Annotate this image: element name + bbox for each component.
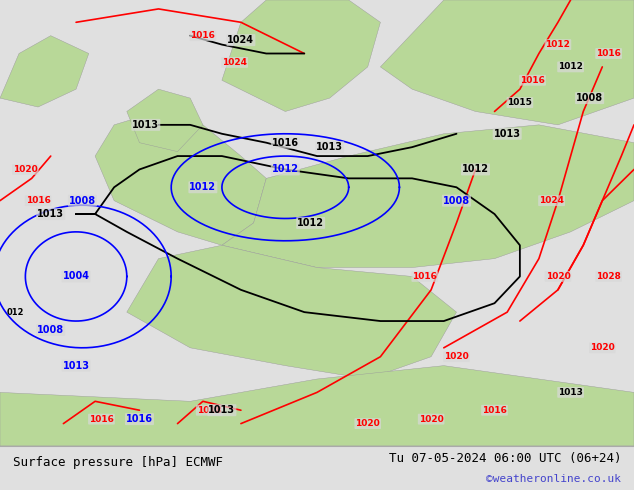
Polygon shape xyxy=(127,89,203,151)
Text: 1016: 1016 xyxy=(412,272,437,281)
Text: 1020: 1020 xyxy=(355,419,380,428)
Text: 1013: 1013 xyxy=(37,209,64,219)
Text: 1012: 1012 xyxy=(272,165,299,174)
Text: 1008: 1008 xyxy=(576,93,603,103)
Text: 1016: 1016 xyxy=(25,196,51,205)
Text: 1013: 1013 xyxy=(316,142,343,152)
Text: ©weatheronline.co.uk: ©weatheronline.co.uk xyxy=(486,474,621,484)
Text: 1013: 1013 xyxy=(209,405,235,415)
Text: Tu 07-05-2024 06:00 UTC (06+24): Tu 07-05-2024 06:00 UTC (06+24) xyxy=(389,452,621,465)
Text: 1024: 1024 xyxy=(222,58,247,67)
Text: 1016: 1016 xyxy=(89,415,114,424)
Text: 1013: 1013 xyxy=(558,388,583,397)
Text: 1024: 1024 xyxy=(539,196,564,205)
Text: 1028: 1028 xyxy=(596,272,621,281)
Text: 1015: 1015 xyxy=(507,98,533,107)
Polygon shape xyxy=(222,125,634,268)
Text: 1024: 1024 xyxy=(228,35,254,45)
Text: 1012: 1012 xyxy=(462,165,489,174)
Text: 1008: 1008 xyxy=(37,325,64,335)
Polygon shape xyxy=(380,0,634,125)
Text: 1016: 1016 xyxy=(596,49,621,58)
Text: 1016: 1016 xyxy=(482,406,507,415)
Text: 1020: 1020 xyxy=(418,415,444,424)
Polygon shape xyxy=(0,36,89,107)
Text: 1020: 1020 xyxy=(545,272,571,281)
Text: 1012: 1012 xyxy=(190,182,216,192)
Text: 1012: 1012 xyxy=(558,62,583,72)
Text: 012: 012 xyxy=(6,308,24,317)
Polygon shape xyxy=(127,245,456,379)
Text: 1008: 1008 xyxy=(443,196,470,206)
Text: 1013: 1013 xyxy=(494,129,521,139)
Text: 1016: 1016 xyxy=(190,31,216,40)
Text: 1016: 1016 xyxy=(126,414,153,424)
Text: 1020: 1020 xyxy=(444,352,469,361)
Text: 1016: 1016 xyxy=(272,138,299,147)
Text: 1020: 1020 xyxy=(13,165,38,174)
Text: Surface pressure [hPa] ECMWF: Surface pressure [hPa] ECMWF xyxy=(13,456,223,469)
Polygon shape xyxy=(222,0,380,112)
Text: 1012: 1012 xyxy=(545,40,571,49)
Text: 1013: 1013 xyxy=(133,120,159,130)
Text: 1016: 1016 xyxy=(520,76,545,85)
Polygon shape xyxy=(95,112,266,245)
Text: 1012: 1012 xyxy=(297,218,324,228)
Text: 1004: 1004 xyxy=(63,271,89,281)
Text: 1008: 1008 xyxy=(69,196,96,206)
Polygon shape xyxy=(0,366,634,446)
Text: 1020: 1020 xyxy=(590,343,615,352)
Text: 1013: 1013 xyxy=(63,361,89,370)
Text: 1018: 1018 xyxy=(197,406,222,415)
